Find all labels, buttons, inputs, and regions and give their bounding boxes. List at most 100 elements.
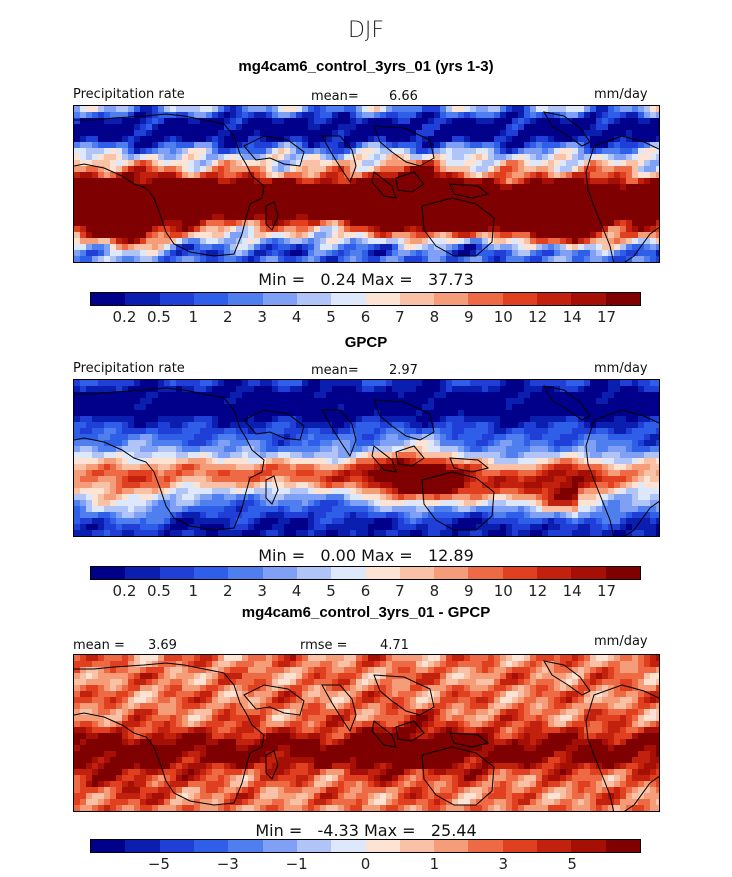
coastline xyxy=(543,385,591,421)
precip-field xyxy=(74,655,659,811)
panel-3-rmse-label: rmse = xyxy=(300,638,348,653)
panel-1-minmax: Min = 0.24 Max = 37.73 xyxy=(0,270,732,289)
panel-2-variable-label: Precipitation rate xyxy=(73,361,185,376)
panel-2-max-value: 12.89 xyxy=(427,546,474,565)
panel-3-minmax: Min = -4.33 Max = 25.44 xyxy=(0,821,732,840)
coastline xyxy=(421,197,495,257)
colorbar-label: 12 xyxy=(528,582,548,600)
colorbar-swatch xyxy=(193,293,229,305)
colorbar-swatch xyxy=(228,840,263,852)
colorbar-label: −1 xyxy=(285,855,308,873)
coastlines xyxy=(74,660,659,811)
colorbar-swatch xyxy=(537,567,572,579)
colorbar-swatch xyxy=(125,840,160,852)
coastline xyxy=(243,409,305,441)
colorbar-swatch xyxy=(571,293,606,305)
colorbar-swatch xyxy=(262,293,297,305)
panel-1-units: mm/day xyxy=(594,87,648,102)
colorbar-swatch xyxy=(605,567,640,579)
panel-2-units: mm/day xyxy=(594,361,648,376)
panel-3-min-label: Min = xyxy=(255,821,303,840)
colorbar-swatch xyxy=(502,567,538,579)
colorbar-label: 0 xyxy=(360,855,371,873)
panel-1-max-label: Max = xyxy=(361,270,413,289)
colorbar-swatch xyxy=(125,293,160,305)
panel-2-colorbar-labels: 0.2 0.5 1 2 3 4 5 6 7 8 9 10 12 14 17 xyxy=(90,582,641,602)
colorbar-label: 0.2 xyxy=(112,308,137,326)
colorbar-swatch xyxy=(365,293,400,305)
colorbar-swatch xyxy=(399,293,435,305)
colorbar-swatch xyxy=(468,293,503,305)
colorbar-swatch xyxy=(91,840,126,852)
coastline xyxy=(371,171,397,199)
colorbar-label: 14 xyxy=(562,582,582,600)
colorbar-swatch xyxy=(365,840,400,852)
panel-3-colorbar xyxy=(90,839,641,853)
panel-2-map xyxy=(73,379,660,537)
coastline xyxy=(74,662,265,806)
colorbar-swatch xyxy=(571,567,606,579)
colorbar-label: 1 xyxy=(188,582,199,600)
colorbar-label: 0.5 xyxy=(146,308,171,326)
colorbar-swatch xyxy=(399,840,435,852)
colorbar-label: 3 xyxy=(257,582,267,600)
colorbar-swatch xyxy=(434,293,469,305)
colorbar-swatch xyxy=(193,840,229,852)
colorbar-label: 1 xyxy=(188,308,199,326)
panel-1-mean-value: 6.66 xyxy=(389,89,418,104)
colorbar-swatch xyxy=(91,293,126,305)
colorbar-label: −5 xyxy=(147,855,170,873)
colorbar-swatch xyxy=(537,840,572,852)
coastline xyxy=(265,750,279,780)
coastline xyxy=(243,135,305,167)
coastline xyxy=(371,720,397,748)
colorbar-swatch xyxy=(91,567,126,579)
colorbar-swatch xyxy=(296,840,332,852)
panel-3-mean-value: 3.69 xyxy=(148,638,177,653)
colorbar-swatch xyxy=(296,567,332,579)
panel-2-minmax: Min = 0.00 Max = 12.89 xyxy=(0,546,732,565)
panel-3-map xyxy=(73,654,660,812)
colorbar-swatch xyxy=(262,567,297,579)
colorbar-label: 8 xyxy=(429,582,440,600)
colorbar-swatch xyxy=(365,567,400,579)
coastline xyxy=(74,387,265,531)
coastline xyxy=(449,457,490,473)
coastline xyxy=(395,171,425,193)
colorbar-swatch xyxy=(296,293,332,305)
colorbar-label: 6 xyxy=(360,308,371,326)
colorbar-label: 8 xyxy=(429,308,440,326)
colorbar-label: 17 xyxy=(597,308,617,326)
panel-1-heading: mg4cam6_control_3yrs_01 (yrs 1-3) xyxy=(238,58,494,75)
colorbar-label: 0.2 xyxy=(112,582,137,600)
coastline xyxy=(449,183,490,199)
colorbar-label: 1 xyxy=(429,855,440,873)
colorbar-label: 17 xyxy=(597,582,617,600)
colorbar-swatch xyxy=(502,293,538,305)
panel-1-colorbar-labels: 0.2 0.5 1 2 3 4 5 6 7 8 9 10 12 14 17 xyxy=(90,308,641,328)
colorbar-swatch xyxy=(228,567,263,579)
colorbar-label: 2 xyxy=(222,582,233,600)
coastline xyxy=(543,660,591,696)
coastline xyxy=(543,111,591,147)
panel-3-heading: mg4cam6_control_3yrs_01 - GPCP xyxy=(241,604,491,621)
colorbar-label: 12 xyxy=(528,308,548,326)
panel-3-min-value: -4.33 xyxy=(317,821,359,840)
coastline xyxy=(395,445,425,467)
colorbar-label: 3 xyxy=(498,855,509,873)
panel-3-max-value: 25.44 xyxy=(430,821,477,840)
coastline xyxy=(243,684,305,716)
colorbar-label: 5 xyxy=(567,855,577,873)
panel-2-mean-label: mean= xyxy=(311,363,359,378)
panel-2-max-label: Max = xyxy=(361,546,413,565)
panel-2-min-value: 0.00 xyxy=(320,546,357,565)
coastline xyxy=(321,684,357,733)
precip-field xyxy=(74,106,659,262)
panel-1-min-label: Min = xyxy=(258,270,306,289)
colorbar-label: 5 xyxy=(326,308,336,326)
colorbar-swatch xyxy=(262,840,297,852)
panel-3-mean-label: mean = xyxy=(73,638,125,653)
panel-1-mean-label: mean= xyxy=(311,89,359,104)
panel-1-variable-label: Precipitation rate xyxy=(73,87,185,102)
colorbar-label: 9 xyxy=(464,582,474,600)
